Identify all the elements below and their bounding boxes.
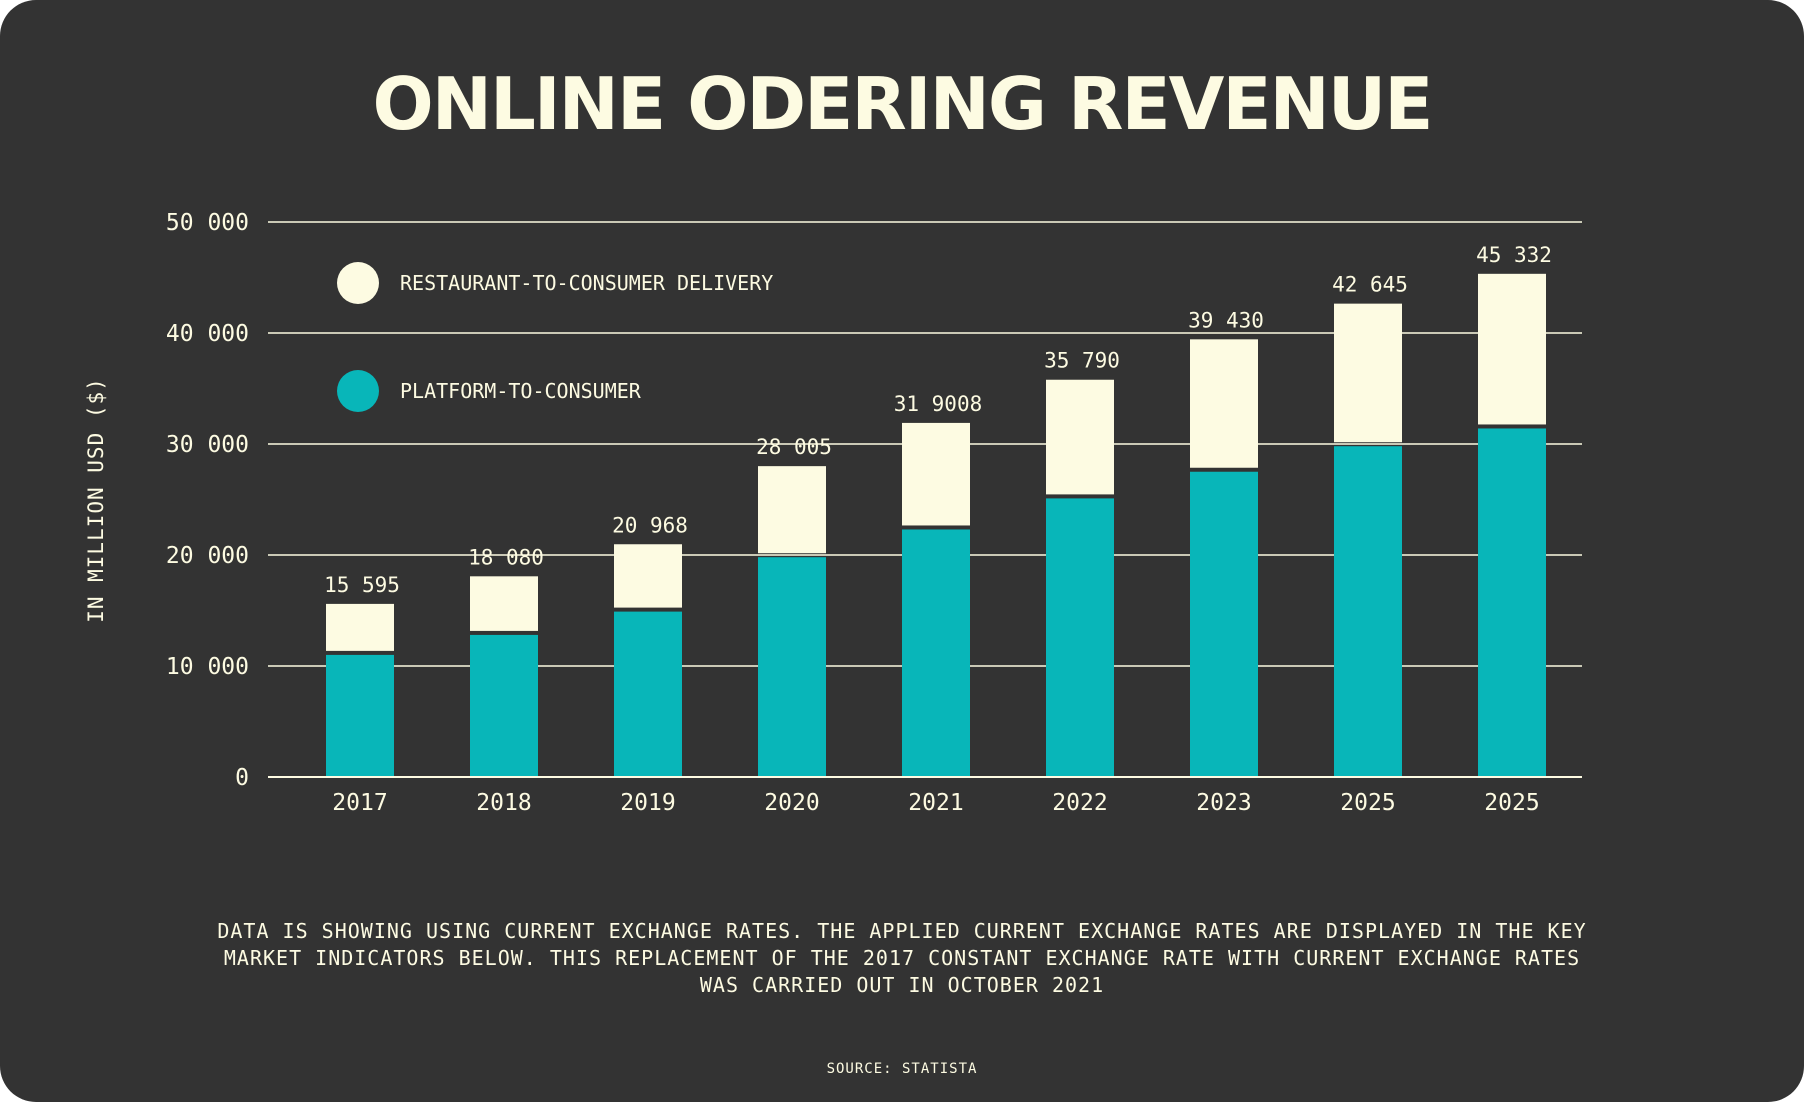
x-tick-label: 2020 [764, 790, 819, 816]
footnote-line: WAS CARRIED OUT IN OCTOBER 2021 [699, 973, 1105, 997]
bar-total-label: 31 9008 [894, 392, 983, 416]
bar-restaurant-to-consumer [1334, 303, 1402, 443]
x-tick-label: 2021 [908, 790, 963, 816]
bar-total-label: 18 080 [468, 545, 544, 569]
y-tick-label: 50 000 [166, 210, 249, 236]
bar-restaurant-to-consumer [902, 422, 970, 526]
legend-label: RESTAURANT-TO-CONSUMER DELIVERY [400, 271, 773, 295]
bar-platform-to-consumer [1334, 446, 1402, 777]
bar-platform-to-consumer [902, 529, 970, 777]
bar-total-label: 45 332 [1476, 243, 1552, 267]
bar-platform-to-consumer [470, 634, 538, 777]
legend-label: PLATFORM-TO-CONSUMER [400, 379, 642, 403]
bar-platform-to-consumer [326, 654, 394, 777]
x-tick-label: 2018 [476, 790, 531, 816]
legend-swatch [337, 370, 379, 412]
bar-total-label: 20 968 [612, 513, 688, 537]
y-tick-label: 40 000 [166, 321, 249, 347]
footnote-line: MARKET INDICATORS BELOW. THIS REPLACEMEN… [223, 946, 1581, 970]
bar-platform-to-consumer [1190, 471, 1258, 777]
bar-restaurant-to-consumer [758, 466, 826, 554]
footnote: DATA IS SHOWING USING CURRENT EXCHANGE R… [180, 918, 1624, 999]
bar-platform-to-consumer [1046, 498, 1114, 777]
chart-title: ONLINE ODERING REVENUE [372, 62, 1434, 146]
bar-restaurant-to-consumer [326, 603, 394, 651]
y-tick-label: 0 [235, 765, 249, 791]
legend-swatch [337, 262, 379, 304]
bar-restaurant-to-consumer [470, 576, 538, 631]
bar-total-label: 28 005 [756, 435, 832, 459]
x-tick-label: 2017 [332, 790, 387, 816]
bar-total-label: 42 645 [1332, 273, 1408, 297]
x-tick-label: 2022 [1052, 790, 1107, 816]
bar-platform-to-consumer [1478, 428, 1546, 777]
x-tick-label: 2025 [1484, 790, 1539, 816]
bar-restaurant-to-consumer [1190, 339, 1258, 468]
bar-total-label: 35 790 [1044, 349, 1120, 373]
source-note: SOURCE: STATISTA [826, 1061, 978, 1077]
x-tick-label: 2025 [1340, 790, 1395, 816]
x-tick-label: 2023 [1196, 790, 1251, 816]
y-tick-label: 20 000 [166, 543, 249, 569]
y-tick-label: 10 000 [166, 654, 249, 680]
footnote-line: DATA IS SHOWING USING CURRENT EXCHANGE R… [217, 919, 1587, 943]
bar-platform-to-consumer [614, 611, 682, 777]
bar-restaurant-to-consumer [1478, 273, 1546, 425]
bar-total-label: 39 430 [1188, 308, 1264, 332]
bar-restaurant-to-consumer [614, 544, 682, 608]
x-tick-label: 2019 [620, 790, 675, 816]
y-tick-label: 30 000 [166, 432, 249, 458]
bar-restaurant-to-consumer [1046, 379, 1114, 495]
bar-platform-to-consumer [758, 557, 826, 777]
bar-total-label: 15 595 [324, 573, 400, 597]
